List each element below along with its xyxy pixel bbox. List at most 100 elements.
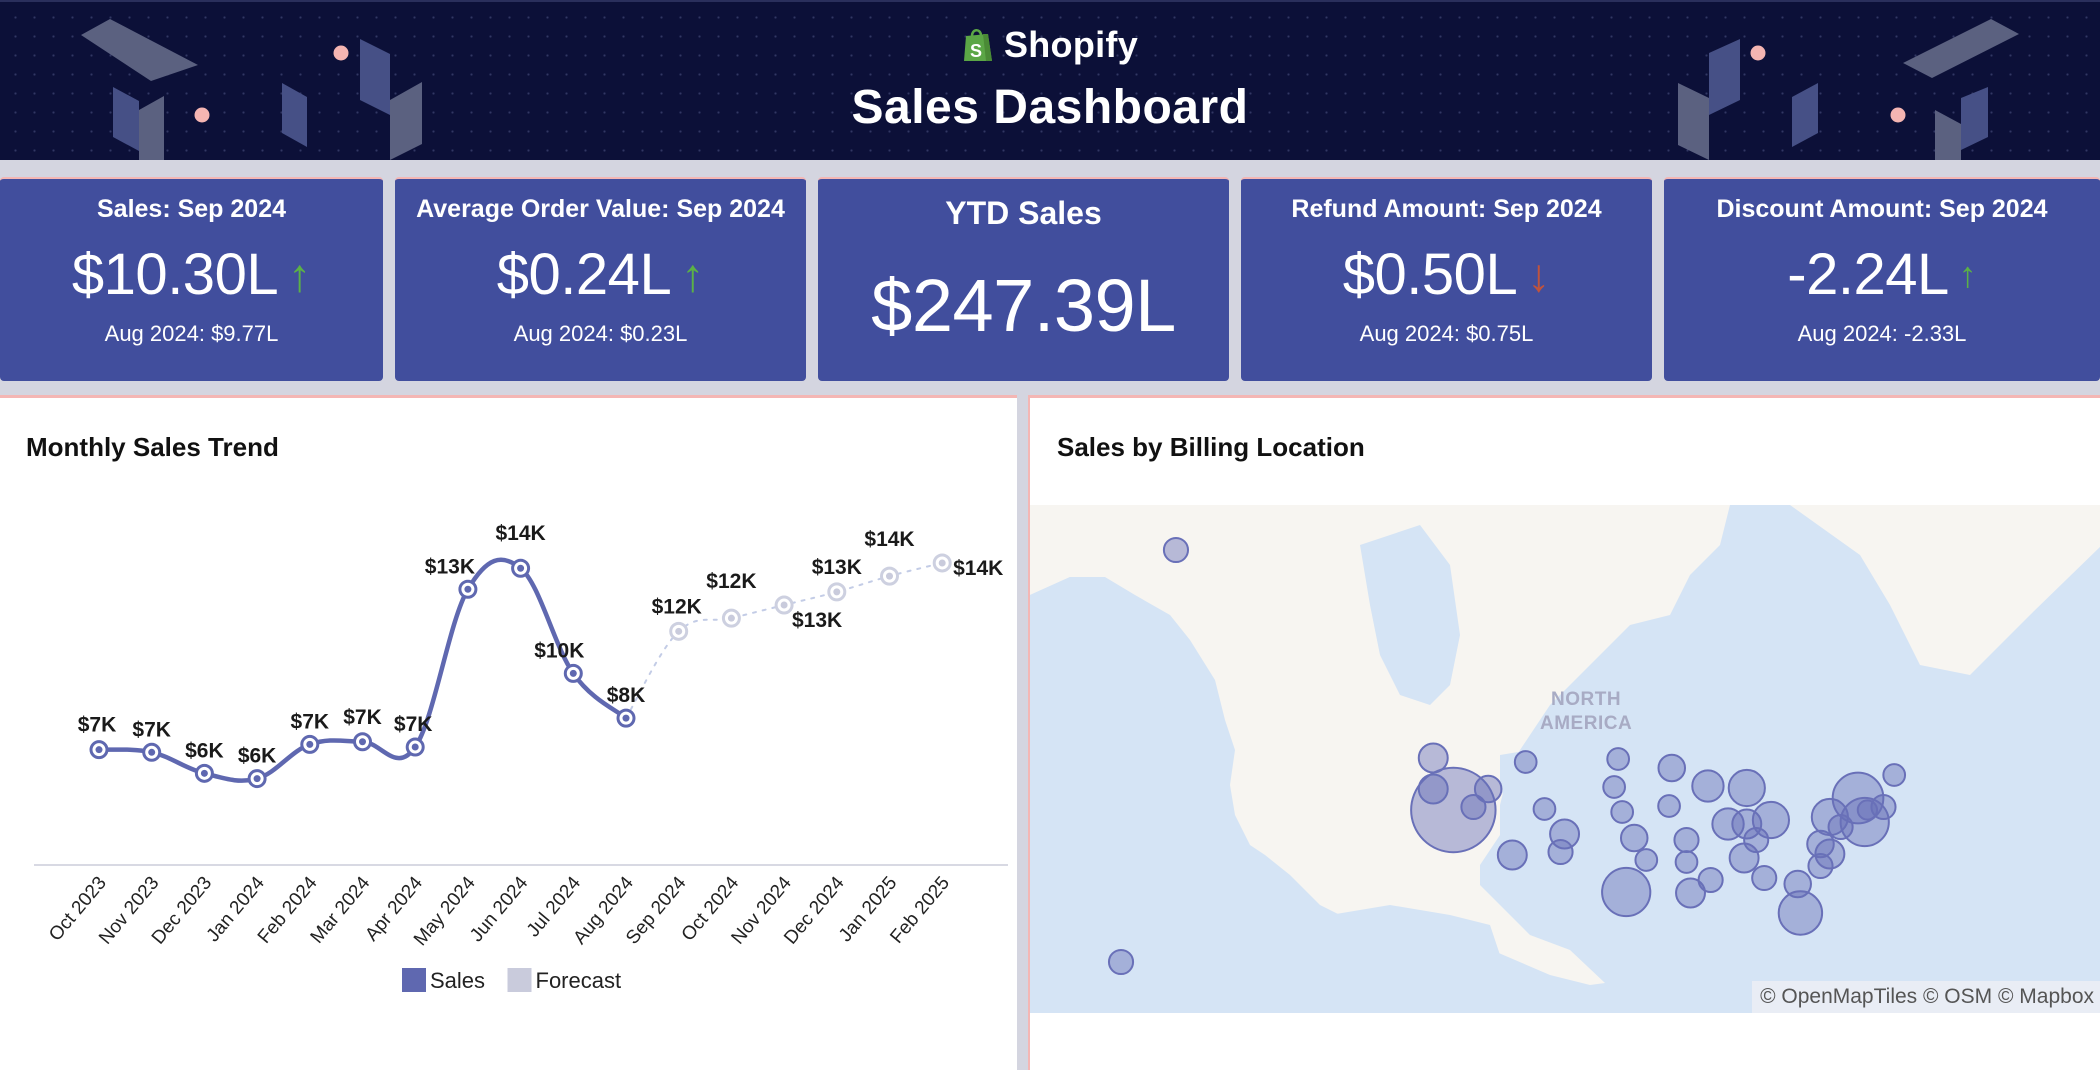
- legend-swatch-sales: [402, 968, 426, 992]
- page-title: Sales Dashboard: [851, 81, 1249, 134]
- location-bubbles: [1107, 536, 1907, 976]
- kpi-value: $10.30L: [71, 242, 279, 307]
- location-bubble-nevada[interactable]: [1460, 793, 1487, 821]
- forecast-data-label: $14K: [864, 528, 914, 551]
- kpi-label: Average Order Value: Sep 2024: [416, 195, 785, 223]
- sales-point-dot: [253, 775, 261, 783]
- location-bubble-texas[interactable]: [1601, 866, 1652, 918]
- location-bubble-idaho[interactable]: [1473, 774, 1503, 804]
- location-bubble-illinois[interactable]: [1711, 807, 1745, 841]
- shopify-bag-icon: S: [963, 29, 992, 61]
- location-bubble-louisiana[interactable]: [1675, 877, 1706, 909]
- panel-title: Monthly Sales Trend: [26, 432, 279, 462]
- forecast-point-dot: [675, 627, 683, 635]
- arrow-down-icon: ↓: [1527, 248, 1551, 301]
- kpi-card-refund-amount[interactable]: Refund Amount: Sep 2024 $0.50L ↓ Aug 202…: [1241, 177, 1652, 381]
- location-bubble-kentucky[interactable]: [1743, 826, 1770, 854]
- location-bubble-utah[interactable]: [1532, 797, 1557, 821]
- continent-label: NORTH AMERICA: [1540, 688, 1632, 736]
- location-bubble-montana[interactable]: [1513, 750, 1538, 774]
- gulf-of-mexico: [1330, 905, 1500, 975]
- sales-point-dot: [95, 746, 103, 754]
- monthly-sales-trend-panel: Monthly Sales Trend $7K $7K $6K $6K $7K $7K $7…: [0, 395, 1017, 1070]
- sales-point-dot: [200, 769, 208, 777]
- location-bubble-new-mexico[interactable]: [1547, 838, 1574, 866]
- arrow-up-icon: ↑: [681, 248, 705, 301]
- forecast-point-dot: [780, 601, 788, 609]
- location-bubble-georgia[interactable]: [1783, 869, 1812, 899]
- location-bubble-tennessee[interactable]: [1728, 842, 1760, 874]
- kpi-value: -2.24L: [1787, 242, 1949, 307]
- arrow-up-icon: ↑: [288, 248, 312, 301]
- great-lakes: [1500, 750, 1550, 810]
- kpi-label: YTD Sales: [945, 195, 1102, 231]
- sales-data-label: $10K: [534, 639, 584, 662]
- kpi-label: Discount Amount: Sep 2024: [1716, 195, 2048, 223]
- kpi-value: $247.39L: [871, 264, 1176, 347]
- sales-trend-chart: $7K $7K$6K $6K$7K $7K $7K$13K$14K$10K$8K$12K…: [34, 522, 1008, 993]
- sales-point-dot: [569, 669, 577, 677]
- forecast-point-dot: [886, 572, 893, 580]
- location-bubble-maine[interactable]: [1882, 763, 1907, 787]
- kpi-card-average-order-value[interactable]: Average Order Value: Sep 2024 $0.24L ↑ A…: [395, 177, 806, 381]
- location-bubble-michigan[interactable]: [1727, 768, 1766, 808]
- sales-data-label: $13K: [425, 555, 475, 578]
- forecast-point-dot: [833, 588, 841, 596]
- header-decoration-right: [1678, 19, 2019, 160]
- location-bubble-oklahoma[interactable]: [1634, 848, 1659, 872]
- land-north-america: [1030, 505, 1730, 985]
- sales-data-label: $7K: [132, 718, 171, 741]
- location-bubble-virginia[interactable]: [1806, 829, 1835, 859]
- kpi-value: $0.24L: [496, 242, 672, 307]
- bubble-map[interactable]: NORTH AMERICA © OpenMapTiles © OSM © Map…: [1030, 505, 2100, 1013]
- continent-label-line2: AMERICA: [1540, 713, 1633, 734]
- brand: S Shopify: [0, 24, 2100, 66]
- location-bubble-iowa[interactable]: [1657, 794, 1681, 818]
- location-bubble-nebraska[interactable]: [1610, 800, 1635, 824]
- sales-data-label: $7K: [78, 714, 117, 737]
- kpi-label: Sales: Sep 2024: [96, 195, 286, 223]
- forecast-data-label: $12K: [706, 570, 756, 593]
- forecast-data-label: $12K: [652, 595, 702, 618]
- sales-data-label: $6K: [238, 745, 277, 768]
- location-bubble-alabama[interactable]: [1751, 864, 1778, 892]
- location-bubble-arkansas[interactable]: [1674, 850, 1699, 874]
- sales-point-dot: [148, 748, 156, 756]
- sales-point-dot: [411, 743, 419, 751]
- sales-point-dot: [359, 738, 366, 746]
- location-bubble-kansas[interactable]: [1619, 823, 1649, 853]
- location-bubble-hawaii[interactable]: [1107, 948, 1135, 976]
- location-bubble-maryland[interactable]: [1827, 813, 1854, 841]
- location-bubble-florida[interactable]: [1777, 890, 1824, 936]
- kpi-label: Refund Amount: Sep 2024: [1291, 195, 1602, 223]
- location-bubble-minnesota[interactable]: [1657, 753, 1687, 783]
- sales-by-location-panel: Sales by Billing Location NORTH AMERICA: [1028, 395, 2100, 1070]
- legend-label-forecast: Forecast: [536, 968, 622, 993]
- location-bubble-north-dakota[interactable]: [1606, 747, 1631, 771]
- svg-text:S: S: [970, 41, 982, 61]
- location-bubble-arizona[interactable]: [1496, 839, 1528, 871]
- sales-point-dot: [622, 714, 630, 722]
- kpi-card-discount-amount[interactable]: Discount Amount: Sep 2024 -2.24L ↑ Aug 2…: [1664, 177, 2100, 381]
- kpi-comparison: Aug 2024: -2.33L: [1797, 321, 1967, 346]
- location-bubble-mississippi[interactable]: [1697, 866, 1724, 894]
- kpi-value: $0.50L: [1342, 242, 1518, 307]
- map-canvas[interactable]: [1030, 505, 2100, 1013]
- kpi-card-ytd-sales[interactable]: YTD Sales $247.39L: [818, 177, 1229, 381]
- forecast-data-label: $14K: [953, 557, 1003, 580]
- pacific-coast: [1030, 577, 1270, 945]
- location-bubble-wisconsin[interactable]: [1691, 769, 1725, 803]
- map-attribution[interactable]: © OpenMapTiles © OSM © Mapbox: [1752, 981, 2100, 1013]
- brand-name: Shopify: [1003, 24, 1139, 65]
- sales-data-label: $8K: [607, 684, 646, 707]
- forecast-point-dot: [938, 559, 946, 567]
- legend-swatch-forecast: [507, 968, 532, 992]
- location-bubble-connecticut[interactable]: [1856, 799, 1879, 821]
- location-bubble-missouri[interactable]: [1673, 826, 1700, 854]
- location-bubble-south-dakota[interactable]: [1602, 775, 1626, 799]
- sales-data-label: $7K: [291, 710, 330, 733]
- location-bubble-alaska[interactable]: [1162, 536, 1190, 564]
- kpi-card-sales[interactable]: Sales: Sep 2024 $10.30L ↑ Aug 2024: $9.7…: [0, 177, 383, 381]
- location-bubble-oregon[interactable]: [1417, 773, 1449, 805]
